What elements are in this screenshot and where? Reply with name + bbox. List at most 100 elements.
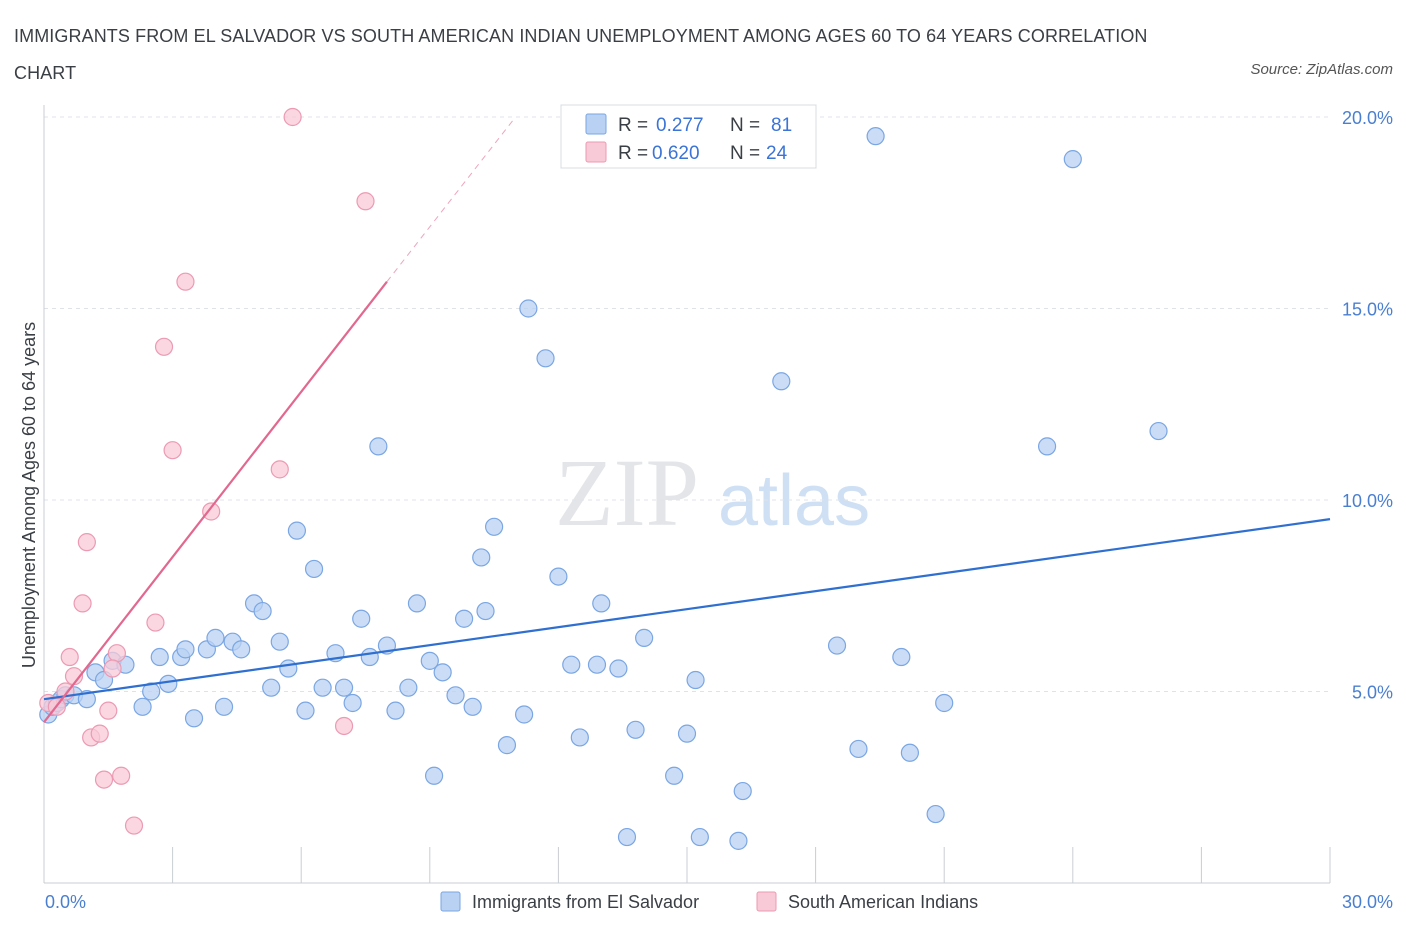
trend-lines (43, 116, 1331, 723)
data-point-blue-37 (369, 437, 388, 456)
series-el-salvador (39, 127, 1168, 850)
bottom-legend-swatch-pink (756, 891, 777, 912)
trend-line-south-american-indians (43, 281, 388, 723)
data-point-blue-63 (635, 628, 654, 647)
data-point-blue-34 (343, 693, 362, 713)
data-point-blue-65 (677, 724, 697, 743)
data-point-blue-81 (1149, 421, 1168, 441)
data-point-blue-43 (424, 766, 444, 785)
bottom-legend-swatch-blue (440, 891, 461, 912)
data-point-pink-17 (176, 272, 195, 291)
data-point-blue-71 (772, 372, 791, 391)
grid-lines (44, 116, 1330, 692)
data-point-blue-64 (665, 766, 684, 785)
data-point-blue-46 (454, 609, 474, 628)
data-point-blue-22 (232, 640, 251, 659)
legend-swatch-blue (585, 113, 607, 135)
legend-n-value-1: 81 (771, 115, 792, 136)
legend-r-label-2: R = (618, 143, 648, 164)
y-tick-label-2: 15.0% (1342, 300, 1393, 320)
data-point-blue-31 (313, 678, 332, 697)
data-point-blue-25 (262, 678, 281, 697)
data-point-blue-55 (549, 567, 568, 586)
data-point-pink-18 (202, 502, 221, 521)
data-point-blue-53 (519, 299, 538, 318)
y-tick-label-0: 5.0% (1352, 683, 1393, 703)
data-point-blue-11 (133, 697, 152, 716)
data-point-blue-30 (304, 559, 324, 579)
data-point-blue-52 (515, 705, 534, 724)
data-point-blue-74 (866, 127, 885, 146)
data-point-blue-28 (287, 521, 307, 540)
data-point-blue-35 (352, 609, 371, 628)
series-south-american-indians (39, 107, 375, 835)
trend-line-extension-south-american-indians (386, 116, 516, 282)
legend-swatch-pink (585, 141, 607, 163)
y-tick-label-3: 20.0% (1342, 108, 1393, 128)
data-point-pink-13 (124, 816, 144, 835)
data-point-blue-26 (270, 632, 289, 651)
data-point-blue-77 (926, 804, 945, 824)
data-point-blue-13 (150, 647, 169, 667)
watermark-atlas: atlas (718, 461, 870, 541)
data-point-pink-22 (356, 192, 375, 211)
axes (43, 105, 1331, 884)
data-point-blue-51 (497, 736, 517, 755)
data-point-blue-20 (214, 697, 234, 716)
data-point-blue-47 (463, 697, 482, 716)
data-point-blue-40 (399, 678, 418, 697)
data-point-blue-73 (849, 739, 868, 759)
data-point-blue-76 (900, 743, 920, 762)
data-point-pink-16 (163, 441, 182, 460)
correlation-legend: R = 0.277 N = 81 R = 0.620 N = 24 (560, 104, 817, 169)
data-point-pink-14 (146, 613, 165, 632)
data-point-pink-5 (73, 594, 92, 613)
data-point-pink-11 (107, 644, 126, 663)
data-point-blue-17 (184, 709, 204, 728)
data-point-pink-23 (103, 659, 122, 678)
data-point-pink-3 (60, 647, 79, 667)
series-legend: Immigrants from El Salvador South Americ… (440, 891, 978, 912)
data-point-blue-68 (729, 831, 748, 850)
data-point-blue-12 (142, 682, 161, 701)
data-point-blue-24 (253, 601, 272, 621)
data-point-blue-57 (570, 728, 589, 747)
y-tick-label-1: 10.0% (1342, 491, 1393, 511)
data-point-pink-6 (77, 533, 96, 552)
data-point-pink-12 (112, 766, 131, 785)
data-point-blue-79 (1037, 437, 1057, 456)
data-point-blue-44 (433, 663, 452, 682)
data-point-blue-59 (592, 594, 611, 613)
data-point-blue-69 (733, 781, 752, 801)
data-point-blue-50 (485, 517, 504, 536)
data-point-blue-80 (1063, 150, 1082, 169)
data-point-pink-20 (283, 107, 302, 127)
data-point-blue-45 (446, 686, 465, 705)
data-point-pink-15 (154, 337, 174, 356)
legend-n-label-1: N = (730, 115, 760, 136)
bottom-legend-label-1: Immigrants from El Salvador (472, 892, 699, 912)
data-point-blue-78 (935, 693, 954, 713)
data-point-pink-10 (99, 701, 118, 720)
trend-line-el-salvador (43, 518, 1331, 701)
data-point-blue-58 (587, 655, 607, 674)
data-point-pink-21 (334, 716, 354, 736)
y-axis-label: Unemployment Among Ages 60 to 64 years (19, 322, 39, 668)
source-label: Source: ZipAtlas.com (1250, 61, 1393, 78)
data-point-blue-56 (562, 655, 581, 674)
watermark-zip: ZIP (555, 439, 699, 546)
data-point-blue-14 (159, 674, 178, 693)
legend-r-value-2: 0.620 (652, 143, 700, 164)
legend-n-value-2: 24 (766, 143, 788, 164)
data-point-blue-16 (176, 640, 195, 659)
chart-title: IMMIGRANTS FROM EL SALVADOR VS SOUTH AME… (14, 26, 1148, 83)
data-point-blue-60 (609, 659, 628, 678)
data-point-blue-41 (407, 594, 427, 613)
data-point-blue-66 (686, 670, 705, 690)
legend-r-label-1: R = (618, 115, 648, 136)
data-point-blue-33 (334, 678, 354, 697)
bottom-legend-label-2: South American Indians (788, 892, 978, 912)
data-point-blue-19 (206, 628, 225, 647)
legend-n-label-2: N = (730, 143, 760, 164)
